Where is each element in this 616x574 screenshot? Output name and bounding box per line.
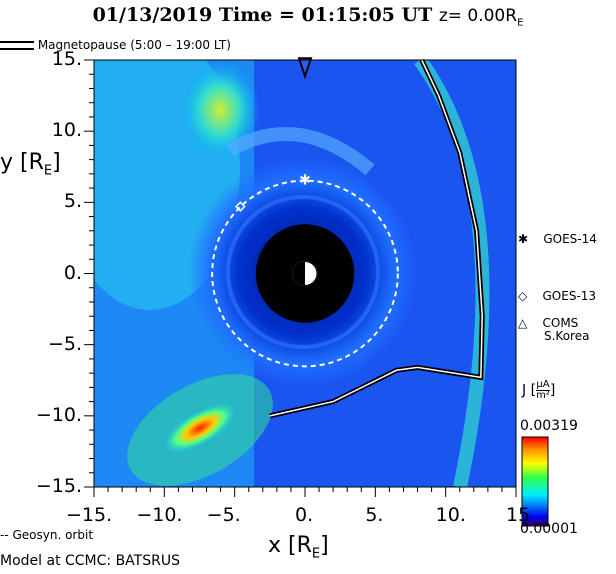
x-tick-label: 5. [365, 504, 384, 526]
x-tick-label: 0. [295, 504, 314, 526]
magnetopause-core [269, 59, 483, 417]
colorbar-label: J [μA m²] [522, 379, 556, 401]
coms-marker [297, 57, 313, 80]
heatmap [94, 60, 516, 487]
magnetopause-line-icon [0, 41, 34, 50]
y-tick-label: 15. [51, 48, 82, 70]
magnetopause-line [269, 58, 485, 419]
colorbar-min: 0.00001 [520, 521, 578, 537]
diamond-icon: ◇ [518, 289, 528, 303]
y-tick-label: 0. [63, 261, 82, 284]
asterisk-icon: ✱ [518, 232, 529, 246]
colorbar [521, 436, 549, 527]
legend-goes-14: ✱ GOES-14 [518, 232, 597, 246]
y-tick-label: −10. [35, 403, 82, 426]
geosyn-legend: -- Geosyn. orbit [0, 528, 94, 542]
magnetopause-legend: Magnetopause (5:00 – 19:00 LT) [0, 38, 231, 52]
x-tick-label: −10. [136, 504, 183, 526]
goes-14-marker: ✱ [299, 173, 311, 189]
y-tick-label: −15. [35, 475, 82, 497]
legend-goes-13: ◇ GOES-13 [518, 289, 597, 303]
y-tick-label: 10. [51, 119, 82, 142]
y-tick-label: −5. [47, 332, 82, 355]
triangle-icon: △ [518, 316, 528, 330]
model-credit: Model at CCMC: BATSRUS [0, 553, 180, 569]
geosync-orbit-circle [211, 179, 399, 368]
colorbar-max: 0.00319 [520, 418, 578, 434]
x-tick-label: −5. [206, 504, 241, 526]
y-axis-label: y [RE] [0, 150, 61, 179]
earth-icon [292, 261, 318, 286]
y-tick-label: 5. [63, 190, 82, 213]
x-axis-label: x [RE] [268, 533, 329, 562]
x-tick-label: 10. [435, 504, 466, 526]
legend-coms: △ COMS S.Korea [518, 316, 590, 343]
plot-title: 01/13/2019 Time = 01:15:05 UT z= 0.00RE [92, 4, 524, 29]
x-tick-label: −15. [66, 504, 113, 526]
x-tick-label: 15 [506, 504, 531, 526]
goes-13-marker [234, 201, 246, 212]
